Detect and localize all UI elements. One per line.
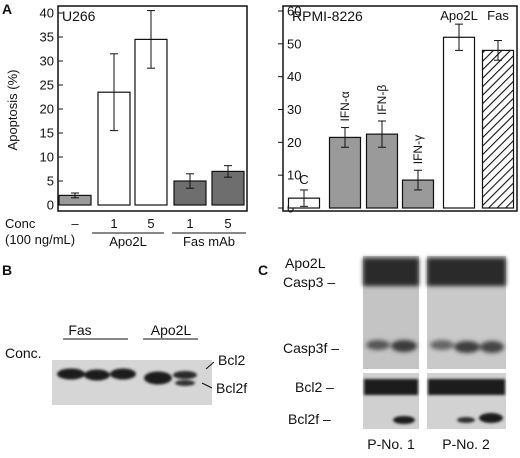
y-tick-label: 10 — [40, 150, 54, 165]
blot-c-band-casp3 — [363, 258, 419, 286]
x-tick-label: – — [71, 216, 79, 231]
y-tick-label: 0 — [47, 198, 54, 213]
y-tick-label: 50 — [287, 36, 301, 51]
blot-c-band-casp3f — [391, 340, 417, 352]
category-label: IFN-α — [338, 91, 352, 121]
y-tick-label: 30 — [287, 102, 301, 117]
category-label: IFN-β — [375, 85, 389, 115]
bar — [481, 49, 515, 209]
blot-b-group-fas: Fas — [68, 322, 91, 338]
chart-u266-bars — [58, 10, 245, 206]
y-tick-label: 40 — [287, 69, 301, 84]
blot-c-band-bcl2f — [457, 417, 475, 423]
y-tick-label: 10 — [287, 168, 301, 183]
blot-c-band-casp3f — [366, 340, 390, 350]
blot-c-label-casp3: Casp3 – — [283, 274, 335, 290]
blot-b-band-bcl2 — [57, 368, 85, 380]
group-label-apo2l: Apo2L — [109, 234, 147, 249]
blot-b-bands — [57, 368, 197, 386]
chart-rpmi-frame — [282, 5, 518, 212]
panel-label-a: A — [2, 1, 12, 17]
blot-c-upper-bands — [363, 258, 506, 353]
chart-u266-xcaption-2: (100 ng/mL) — [5, 232, 75, 247]
blot-c-patient-1: P-No. 1 — [367, 436, 415, 452]
blot-b-group-apo2l: Apo2L — [151, 322, 192, 338]
y-tick-label: 25 — [40, 78, 54, 93]
bar — [442, 36, 476, 209]
y-tick-label: 20 — [287, 135, 301, 150]
blot-c-band-bcl2f — [479, 413, 503, 423]
chart-u266-yaxis: 0 5 10 15 20 25 30 35 40 — [40, 6, 63, 213]
blot-c-band-bcl2 — [428, 379, 505, 395]
blot-c-band-casp3f — [430, 340, 454, 350]
blot-b-band-bcl2 — [173, 371, 197, 379]
y-tick-label: 30 — [40, 54, 54, 69]
chart-rpmi: RPMI-8226 0102030405060 CIFN-αIFN-βIFN-γ… — [278, 4, 518, 216]
panel-label-c: C — [258, 262, 268, 278]
blot-b-band-bcl2 — [110, 368, 136, 380]
chart-u266-xcaption-1: Conc — [5, 216, 36, 231]
blot-c-label-casp3f: Casp3f – — [283, 340, 339, 356]
blot-c-label-bcl2f: Bcl2f – — [288, 411, 331, 427]
chart-rpmi-bars: C IFN-α IFN-β IFN-γ Apo2L Fas — [287, 8, 515, 209]
blot-c: Apo2L 0 5 0 1 5 Casp3 – Casp3f – Bcl2 – … — [283, 255, 506, 452]
category-label: C — [299, 172, 308, 187]
bar — [328, 136, 362, 209]
blot-b-band-bcl2 — [84, 369, 110, 381]
blot-b-marker-bcl2 — [205, 361, 215, 370]
chart-rpmi-title: RPMI-8226 — [292, 8, 363, 24]
x-tick-label: 5 — [147, 216, 154, 231]
blot-b-marker-bcl2f — [201, 382, 213, 389]
blot-b-row-label: Conc. — [5, 345, 42, 361]
blot-c-band-casp3f — [454, 341, 480, 353]
blot-c-band-bcl2 — [364, 379, 418, 395]
y-tick-label: 60 — [287, 4, 301, 19]
blot-c-band-bcl2f — [393, 416, 415, 424]
category-label: IFN-γ — [411, 135, 425, 164]
y-tick-label: 15 — [40, 126, 54, 141]
blot-c-label-bcl2: Bcl2 – — [295, 379, 334, 395]
chart-u266-xticks: – 1 5 1 5 — [71, 216, 231, 231]
chart-u266-ylabel: Apoptosis (%) — [5, 70, 20, 151]
y-tick-label: 20 — [40, 102, 54, 117]
category-label: Apo2L — [440, 8, 478, 23]
y-tick-label: 40 — [40, 6, 54, 21]
blot-b-band-bcl2f — [144, 371, 172, 385]
y-tick-label: 35 — [40, 30, 54, 45]
panel-label-b: B — [2, 262, 12, 278]
blot-c-header: Apo2L — [285, 255, 326, 271]
group-label-fas-mab: Fas mAb — [183, 234, 235, 249]
y-tick-label: 5 — [47, 174, 54, 189]
x-tick-label: 1 — [110, 216, 117, 231]
blot-b: Fas Apo2L Conc. Bcl2 Bcl2f — [5, 322, 247, 405]
blot-c-patient-2: P-No. 2 — [442, 436, 490, 452]
x-tick-label: 1 — [186, 216, 193, 231]
chart-u266-title: U266 — [62, 8, 96, 24]
blot-b-band-bcl2f — [175, 380, 195, 386]
blot-b-label-bcl2f: Bcl2f — [216, 380, 247, 396]
blot-c-lower-bands — [364, 379, 505, 424]
blot-c-band-casp3f — [480, 341, 504, 353]
x-tick-label: 5 — [224, 216, 231, 231]
blot-b-label-bcl2: Bcl2 — [218, 352, 245, 368]
blot-c-band-casp3 — [427, 258, 506, 286]
category-label: Fas — [487, 8, 509, 23]
chart-rpmi-yaxis: 0102030405060 — [278, 4, 301, 216]
